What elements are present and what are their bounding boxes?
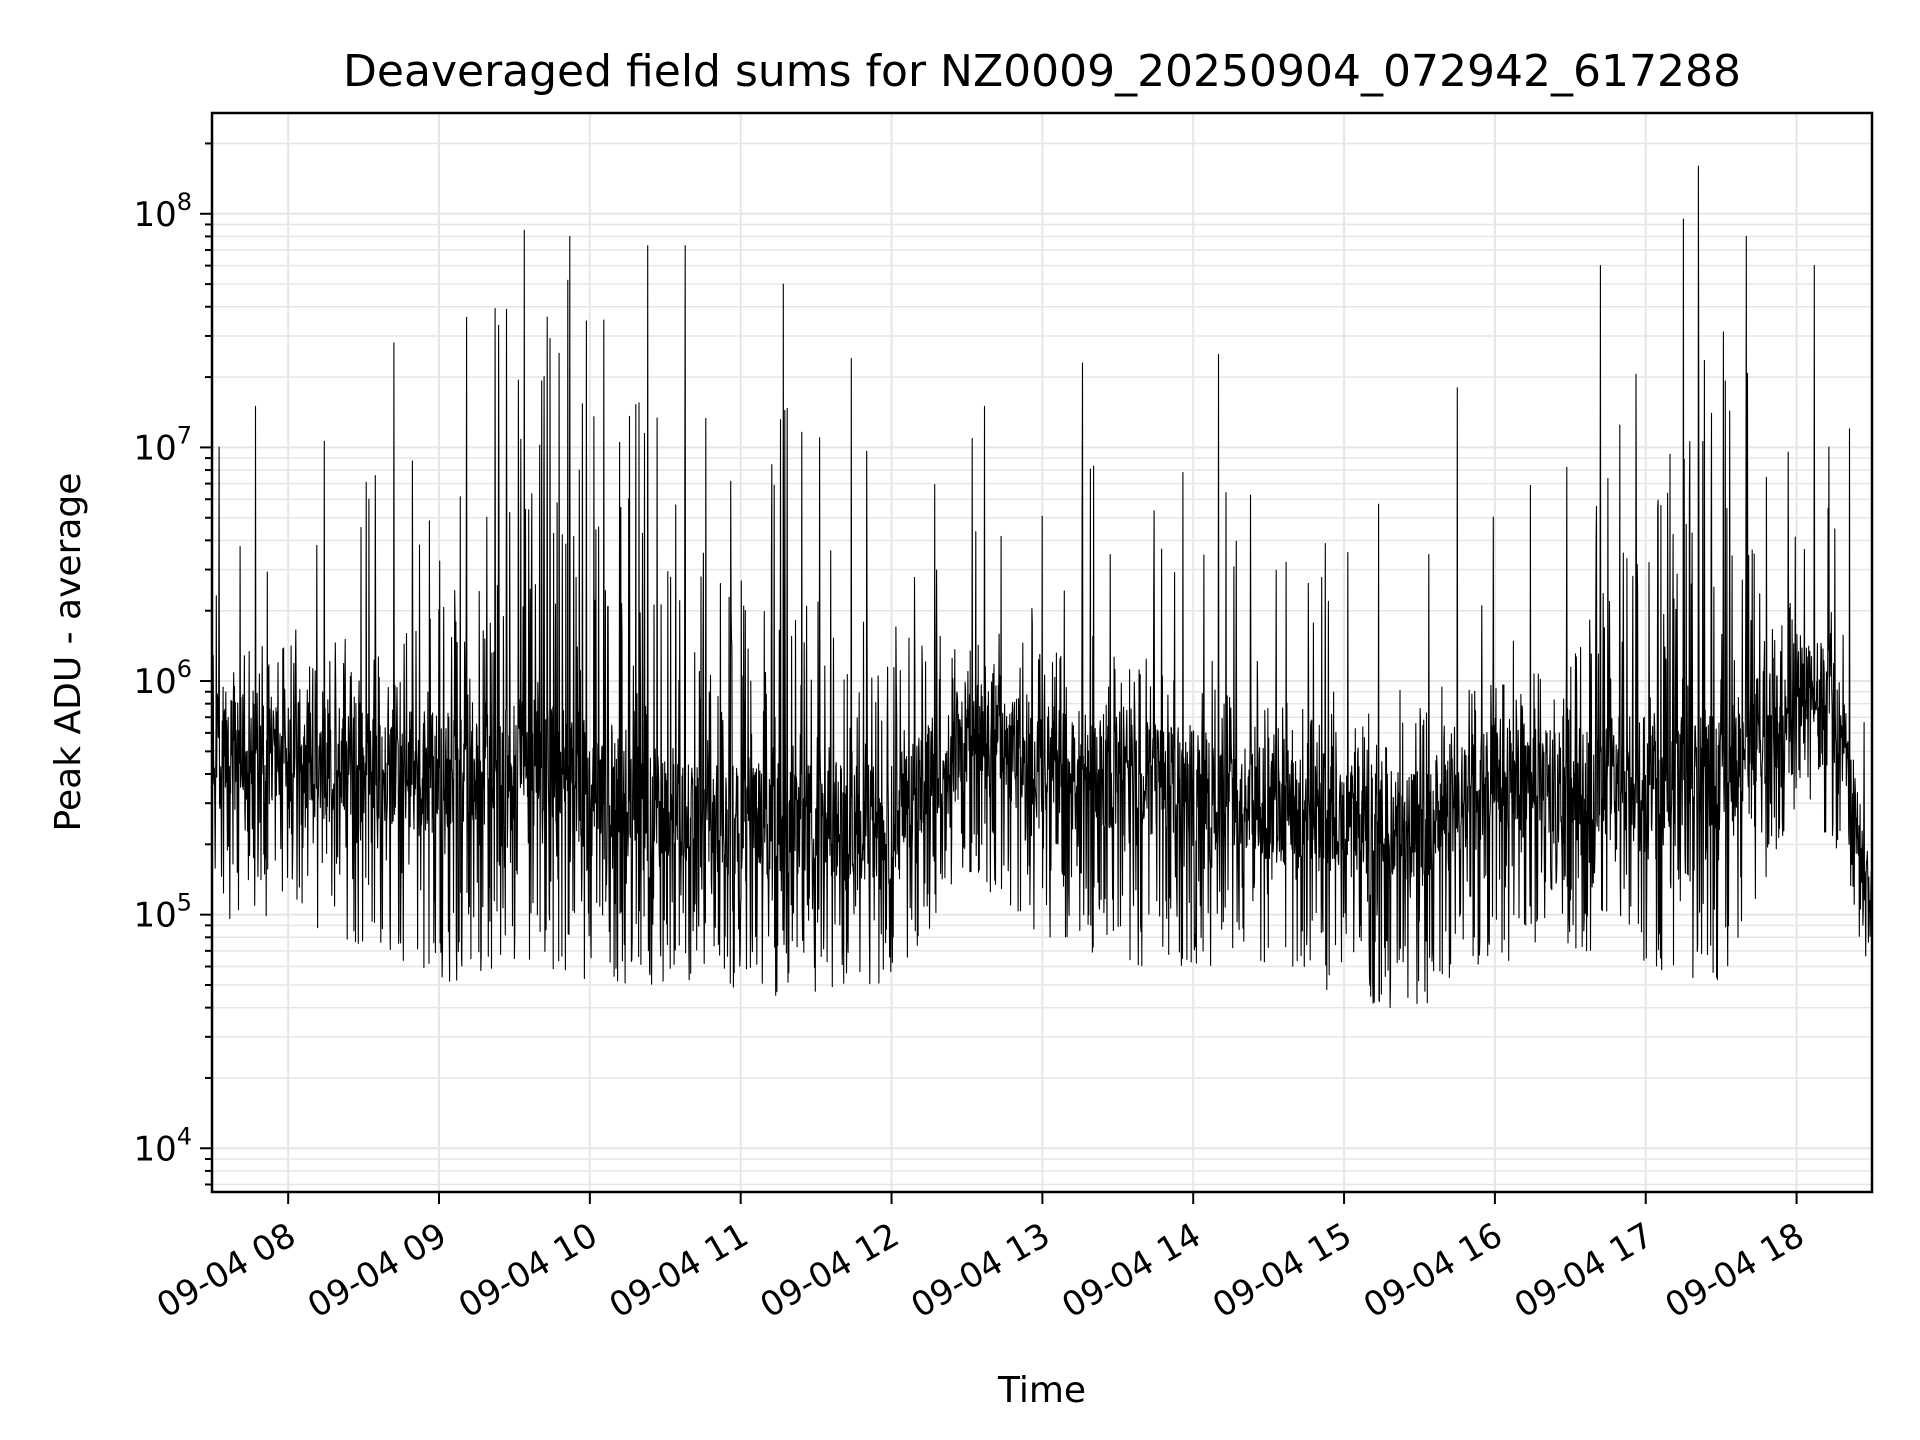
y-tick-label-exponent: 5: [177, 889, 192, 917]
series-line-path: [211, 165, 1873, 1149]
data-series-line: [211, 165, 1873, 1149]
y-tick-label: 104: [133, 1122, 192, 1169]
y-tick-label-exponent: 7: [177, 421, 192, 449]
y-tick-label-exponent: 6: [177, 655, 192, 683]
y-tick-label-base: 10: [133, 662, 176, 702]
y-tick-label-base: 10: [133, 896, 176, 936]
y-tick-label: 106: [133, 655, 192, 702]
y-tick-label-exponent: 4: [177, 1122, 192, 1150]
y-axis-label: Peak ADU - average: [48, 473, 89, 832]
chart-title: Deaveraged field sums for NZ0009_2025090…: [343, 46, 1741, 97]
y-tick-label: 108: [133, 188, 192, 235]
y-tick-label-base: 10: [133, 1129, 176, 1169]
y-tick-label-exponent: 8: [177, 188, 192, 216]
y-tick-label-base: 10: [133, 195, 176, 235]
y-tick-label: 107: [133, 421, 192, 468]
y-tick-label-base: 10: [133, 428, 176, 468]
y-tick-label: 105: [133, 889, 192, 936]
x-axis-label: Time: [997, 1370, 1086, 1411]
